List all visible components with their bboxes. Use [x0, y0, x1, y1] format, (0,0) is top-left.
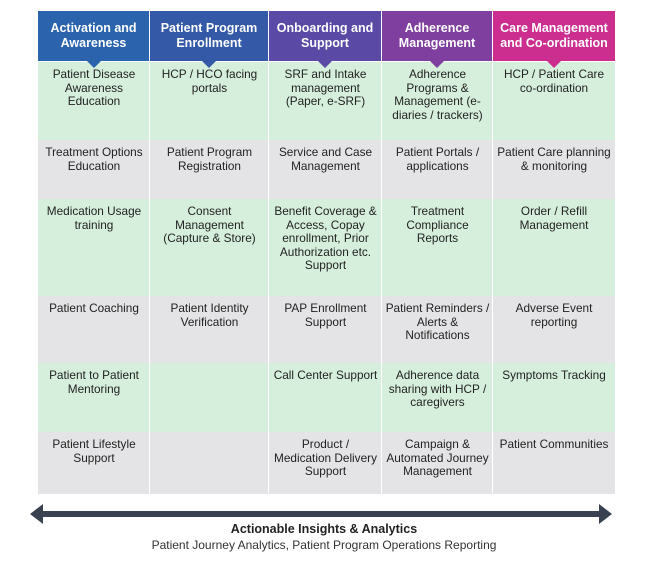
- matrix-cell-r2-c5: Patient Care planning & monitoring: [493, 140, 615, 199]
- header-pointer-icon: [318, 61, 332, 68]
- capability-matrix: Patient Disease Awareness Education HCP /…: [38, 11, 615, 494]
- matrix-cell-r5-c5: Symptoms Tracking: [493, 363, 615, 432]
- header-pointer-icon: [202, 61, 216, 68]
- matrix-cell-r2-c4: Patient Portals / applications: [382, 140, 493, 199]
- matrix-cell-r2-c3: Service and Case Management: [269, 140, 382, 199]
- matrix-cell-r1-c4: Adherence Programs & Management (e-diari…: [382, 62, 493, 140]
- column-header-activation-and-awareness: Activation and Awareness: [38, 11, 149, 68]
- column-header-label: Patient Program Enrollment: [160, 21, 258, 50]
- column-header-patient-program-enrollment: Patient Program Enrollment: [150, 11, 268, 68]
- column-header-label: Care Management and Co-ordination: [500, 21, 608, 50]
- column-header-label: Onboarding and Support: [276, 21, 374, 50]
- matrix-cell-r1-c5: HCP / Patient Care co-ordination: [493, 62, 615, 140]
- matrix-cell-r2-c2: Patient Program Registration: [150, 140, 269, 199]
- matrix-cell-r3-c1: Medication Usage training: [38, 199, 150, 296]
- matrix-cell-r1-c1: Patient Disease Awareness Education: [38, 62, 150, 140]
- matrix-cell-r5-c4: Adherence data sharing with HCP / caregi…: [382, 363, 493, 432]
- matrix-cell-r4-c3: PAP Enrollment Support: [269, 296, 382, 363]
- matrix-cell-r5-c1: Patient to Patient Mentoring: [38, 363, 150, 432]
- matrix-cell-r3-c5: Order / Refill Management: [493, 199, 615, 296]
- double-arrow-icon: [30, 504, 612, 524]
- column-header-onboarding-and-support: Onboarding and Support: [269, 11, 381, 68]
- matrix-cell-r6-c4: Campaign & Automated Journey Management: [382, 432, 493, 494]
- column-divider: [381, 62, 382, 494]
- column-divider: [149, 62, 150, 494]
- matrix-cell-r6-c3: Product / Medication Delivery Support: [269, 432, 382, 494]
- matrix-cell-r4-c1: Patient Coaching: [38, 296, 150, 363]
- matrix-cell-r3-c3: Benefit Coverage & Access, Copay enrollm…: [269, 199, 382, 296]
- matrix-cell-r1-c3: SRF and Intake management (Paper, e-SRF): [269, 62, 382, 140]
- matrix-cell-r2-c1: Treatment Options Education: [38, 140, 150, 199]
- matrix-cell-r3-c2: Consent Management (Capture & Store): [150, 199, 269, 296]
- column-header-label: Adherence Management: [398, 21, 476, 50]
- column-header-label: Activation and Awareness: [50, 21, 137, 50]
- footer-subtitle: Patient Journey Analytics, Patient Progr…: [151, 538, 497, 552]
- matrix-cell-r1-c2: HCP / HCO facing portals: [150, 62, 269, 140]
- column-header-adherence-management: Adherence Management: [382, 11, 492, 68]
- matrix-cell-r6-c2: [150, 432, 269, 494]
- column-divider: [268, 62, 269, 494]
- matrix-cell-r4-c4: Patient Reminders / Alerts & Notificatio…: [382, 296, 493, 363]
- matrix-cell-r3-c4: Treatment Compliance Reports: [382, 199, 493, 296]
- header-pointer-icon: [547, 61, 561, 68]
- column-divider: [492, 62, 493, 494]
- matrix-cell-r5-c2: [150, 363, 269, 432]
- column-header-care-management-and-co-ordination: Care Management and Co-ordination: [493, 11, 615, 68]
- header-pointer-icon: [430, 61, 444, 68]
- footer-title: Actionable Insights & Analytics: [230, 522, 418, 536]
- matrix-cell-r4-c5: Adverse Event reporting: [493, 296, 615, 363]
- matrix-cell-r4-c2: Patient Identity Verification: [150, 296, 269, 363]
- matrix-cell-r5-c3: Call Center Support: [269, 363, 382, 432]
- matrix-cell-r6-c1: Patient Lifestyle Support: [38, 432, 150, 494]
- header-pointer-icon: [86, 61, 101, 68]
- matrix-cell-r6-c5: Patient Communities: [493, 432, 615, 494]
